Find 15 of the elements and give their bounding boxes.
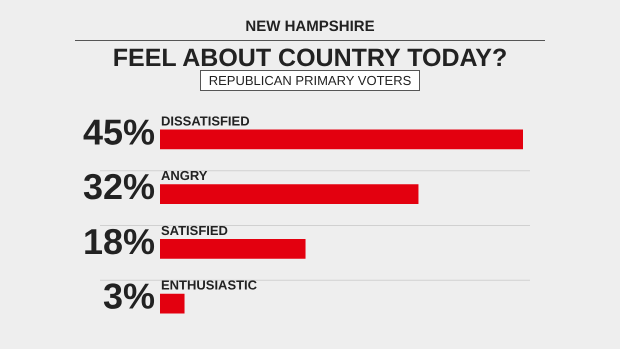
bar [160, 184, 418, 204]
bar [160, 130, 523, 150]
y-tick-label: ANGRY [161, 168, 208, 184]
text: NEW HAMPSHIRE [244, 18, 376, 35]
data-label: 3% [102, 276, 155, 317]
bar [160, 294, 185, 314]
data-label: 18% [82, 220, 155, 262]
y-tick-label: ENTHUSIASTIC [161, 278, 258, 293]
y-tick-label: DISSATISFIED [161, 113, 250, 128]
chart-title: FEEL ABOUT COUNTRY TODAY? [112, 44, 508, 73]
data-label: 32% [82, 166, 155, 208]
bar [160, 239, 306, 259]
chart-subtitle: REPUBLICAN PRIMARY VOTERS [208, 73, 412, 88]
y-tick-label: SATISFIED [161, 222, 228, 238]
data-label: 45% [82, 111, 155, 152]
